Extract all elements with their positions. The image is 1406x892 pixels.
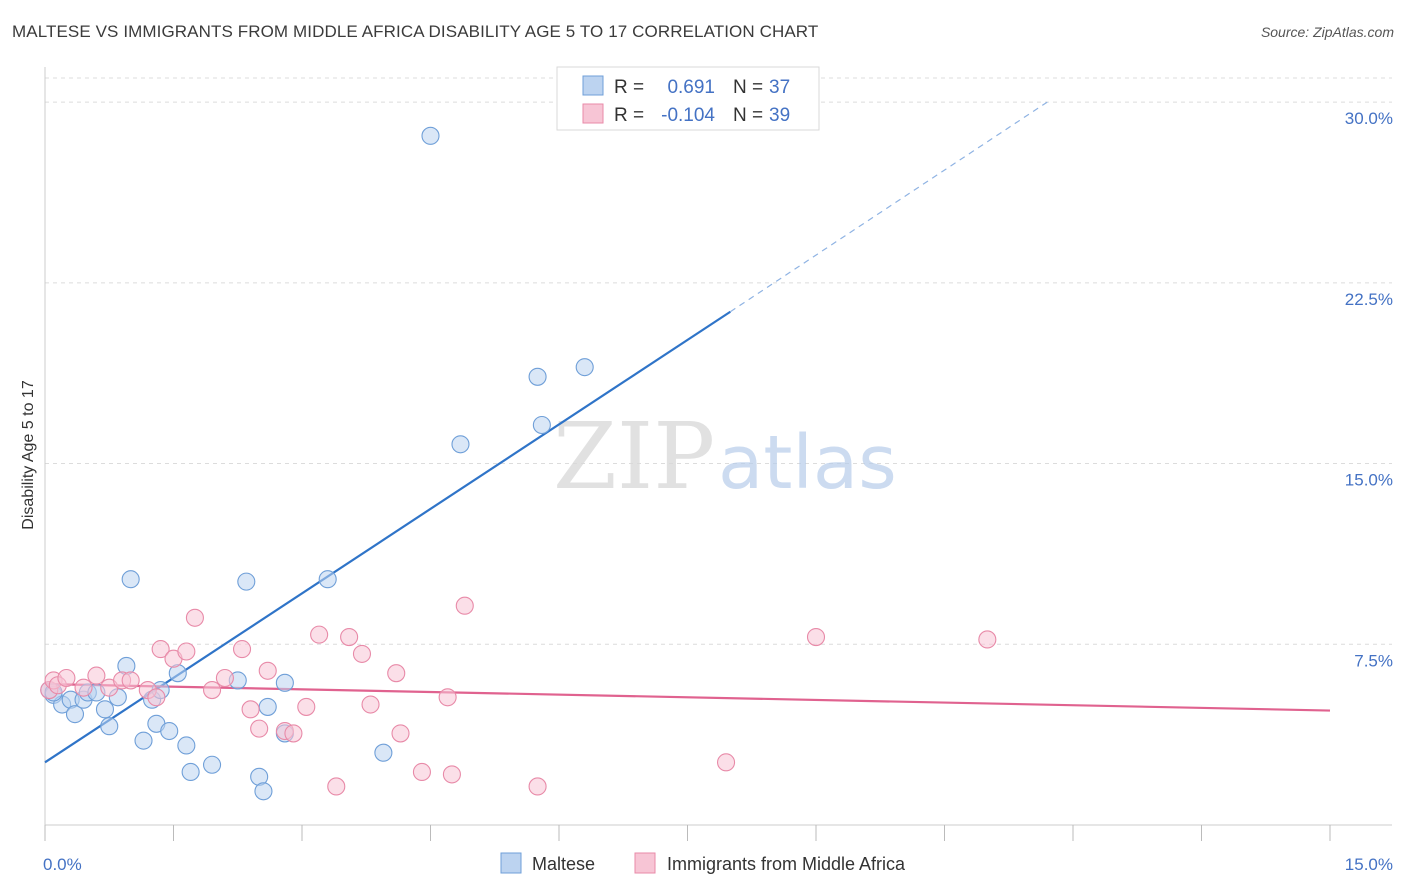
point-1-15 [203,681,222,700]
point-1-32 [438,688,457,707]
point-0-31 [421,126,440,145]
point-1-38 [978,630,997,649]
point-1-30 [391,724,410,743]
point-1-28 [361,695,380,714]
point-1-11 [151,640,170,659]
watermark-atlas: atlas [718,420,897,506]
point-1-24 [310,625,329,644]
point-0-35 [575,358,594,377]
bottom-legend-label-maltese: Maltese [532,854,595,874]
point-0-32 [451,435,470,454]
point-1-19 [250,719,269,738]
data-points [40,126,997,801]
point-0-30 [374,743,393,762]
point-0-8 [95,700,115,719]
y-tick-label-3: 30.0% [1345,109,1393,128]
legend-r-value-1: 0.691 [667,77,715,98]
legend-r-value-2: -0.104 [661,105,715,126]
point-0-34 [532,415,551,435]
point-1-23 [297,697,316,716]
point-0-4 [65,705,85,724]
legend-n-value-2: 39 [769,105,790,126]
bottom-legend-swatch-immigrants [634,852,656,874]
point-0-28 [275,673,294,692]
legend-swatch-maltese [582,75,604,96]
point-1-20 [258,661,277,680]
point-1-36 [716,753,736,772]
watermark-zip: ZIP [553,403,715,510]
point-1-29 [387,664,406,683]
legend-n-value-1: 37 [769,77,790,98]
y-tick-label-2: 22.5% [1345,290,1393,309]
legend-r-label-1: R = [614,77,644,98]
y-tick-label-1: 15.0% [1345,471,1393,490]
point-1-27 [352,644,372,663]
point-0-20 [181,762,200,782]
chart-title: MALTESE VS IMMIGRANTS FROM MIDDLE AFRICA… [12,22,819,41]
point-0-23 [237,572,256,591]
watermark: ZIP atlas [553,403,897,510]
tick-labels: 7.5% 15.0% 22.5% 30.0% 0.0% 15.0% [43,109,1393,874]
point-1-34 [455,596,474,615]
point-1-4 [74,678,93,697]
point-1-14 [185,608,204,627]
point-0-17 [160,721,179,741]
bottom-legend-label-immigrants: Immigrants from Middle Africa [667,854,906,874]
point-1-33 [442,765,461,784]
point-1-37 [806,627,826,647]
grid-lines [45,77,1392,645]
legend-r-label-2: R = [614,105,644,126]
bottom-legend-swatch-maltese [500,852,522,874]
point-0-19 [177,736,196,755]
legend: R = 0.691 N = 37 R = -0.104 N = 39 [556,66,820,131]
point-0-33 [528,367,547,386]
point-1-25 [327,777,346,796]
point-1-17 [232,640,252,659]
x-tick-label-0: 0.0% [43,855,82,874]
point-1-22 [284,724,303,743]
point-1-3 [57,668,76,688]
point-1-31 [412,762,431,782]
point-1-8 [121,671,140,690]
point-0-13 [134,731,153,750]
source-label: Source: ZipAtlas.com [1260,24,1394,40]
y-tick-label-0: 7.5% [1354,651,1393,670]
point-0-26 [258,697,277,716]
point-0-12 [121,570,140,589]
point-1-26 [340,627,359,647]
point-1-16 [215,668,234,688]
point-0-29 [318,570,337,589]
y-axis-label: Disability Age 5 to 17 [20,380,37,530]
point-1-13 [177,642,196,661]
trend-line-1 [44,682,1331,712]
legend-n-label-1: N = [733,77,763,98]
point-0-25 [254,782,273,801]
axes [44,67,1392,841]
x-tick-label-1: 15.0% [1345,855,1393,874]
bottom-legend: Maltese Immigrants from Middle Africa [500,852,906,874]
point-1-5 [87,666,106,685]
point-1-18 [241,700,260,719]
point-0-9 [100,717,119,736]
point-0-21 [203,755,222,774]
legend-n-label-2: N = [733,105,763,126]
point-1-35 [528,777,547,796]
point-1-10 [147,688,166,707]
trend-line-extension-0 [730,101,1048,313]
legend-swatch-immigrants [582,103,604,124]
